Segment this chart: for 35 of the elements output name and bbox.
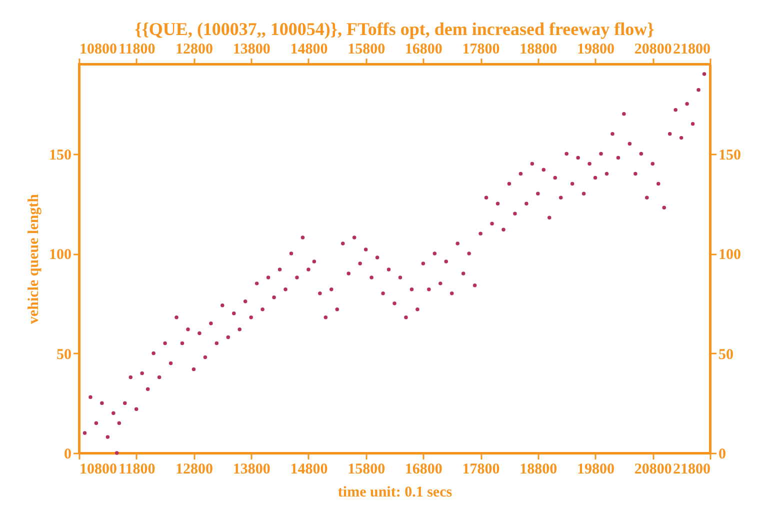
x2-tick-label: 21800 <box>673 462 710 478</box>
y-tick-label: 150 <box>49 147 72 164</box>
chart-title: {{QUE, (100037,, 100054)}, FToffs opt, dem increased freeway flow} <box>134 19 654 39</box>
y2-tick-label: 0 <box>718 446 726 462</box>
x-tick-label: 20800 <box>634 42 672 58</box>
x2-tick-label: 18800 <box>520 462 558 478</box>
x-tick-label: 15800 <box>348 42 386 58</box>
y2-tick-label: 50 <box>718 346 734 363</box>
y-axis-title: vehicle queue length <box>26 193 42 324</box>
x2-tick-label: 16800 <box>404 462 442 478</box>
y-tick-label: 50 <box>56 346 72 363</box>
x-tick-label: 12800 <box>175 42 213 58</box>
y-tick-label: 0 <box>64 446 72 462</box>
x2-tick-label: 12800 <box>175 462 213 478</box>
x-tick-label: 14800 <box>290 42 328 58</box>
x-tick-label: 21800 <box>673 42 710 58</box>
x-tick-label: 13800 <box>232 42 270 58</box>
x-tick-label: 11800 <box>118 42 156 58</box>
x2-tick-label: 11800 <box>118 462 156 478</box>
x-tick-label: 10800 <box>80 42 117 58</box>
x2-tick-label: 14800 <box>290 462 328 478</box>
y-tick-label: 100 <box>49 247 72 264</box>
x2-tick-label: 10800 <box>80 462 117 478</box>
x-tick-label: 17800 <box>462 42 500 58</box>
y2-tick-label: 150 <box>718 147 741 164</box>
x-tick-label: 16800 <box>404 42 442 58</box>
y2-tick-label: 100 <box>718 247 741 264</box>
x2-tick-label: 15800 <box>348 462 386 478</box>
x2-tick-label: 19800 <box>577 462 615 478</box>
x-tick-label: 19800 <box>577 42 615 58</box>
x2-tick-label: 13800 <box>232 462 270 478</box>
x-axis-title: time unit: 0.1 secs <box>338 484 452 500</box>
x2-tick-label: 20800 <box>634 462 672 478</box>
x2-tick-label: 17800 <box>462 462 500 478</box>
x-tick-label: 18800 <box>520 42 558 58</box>
